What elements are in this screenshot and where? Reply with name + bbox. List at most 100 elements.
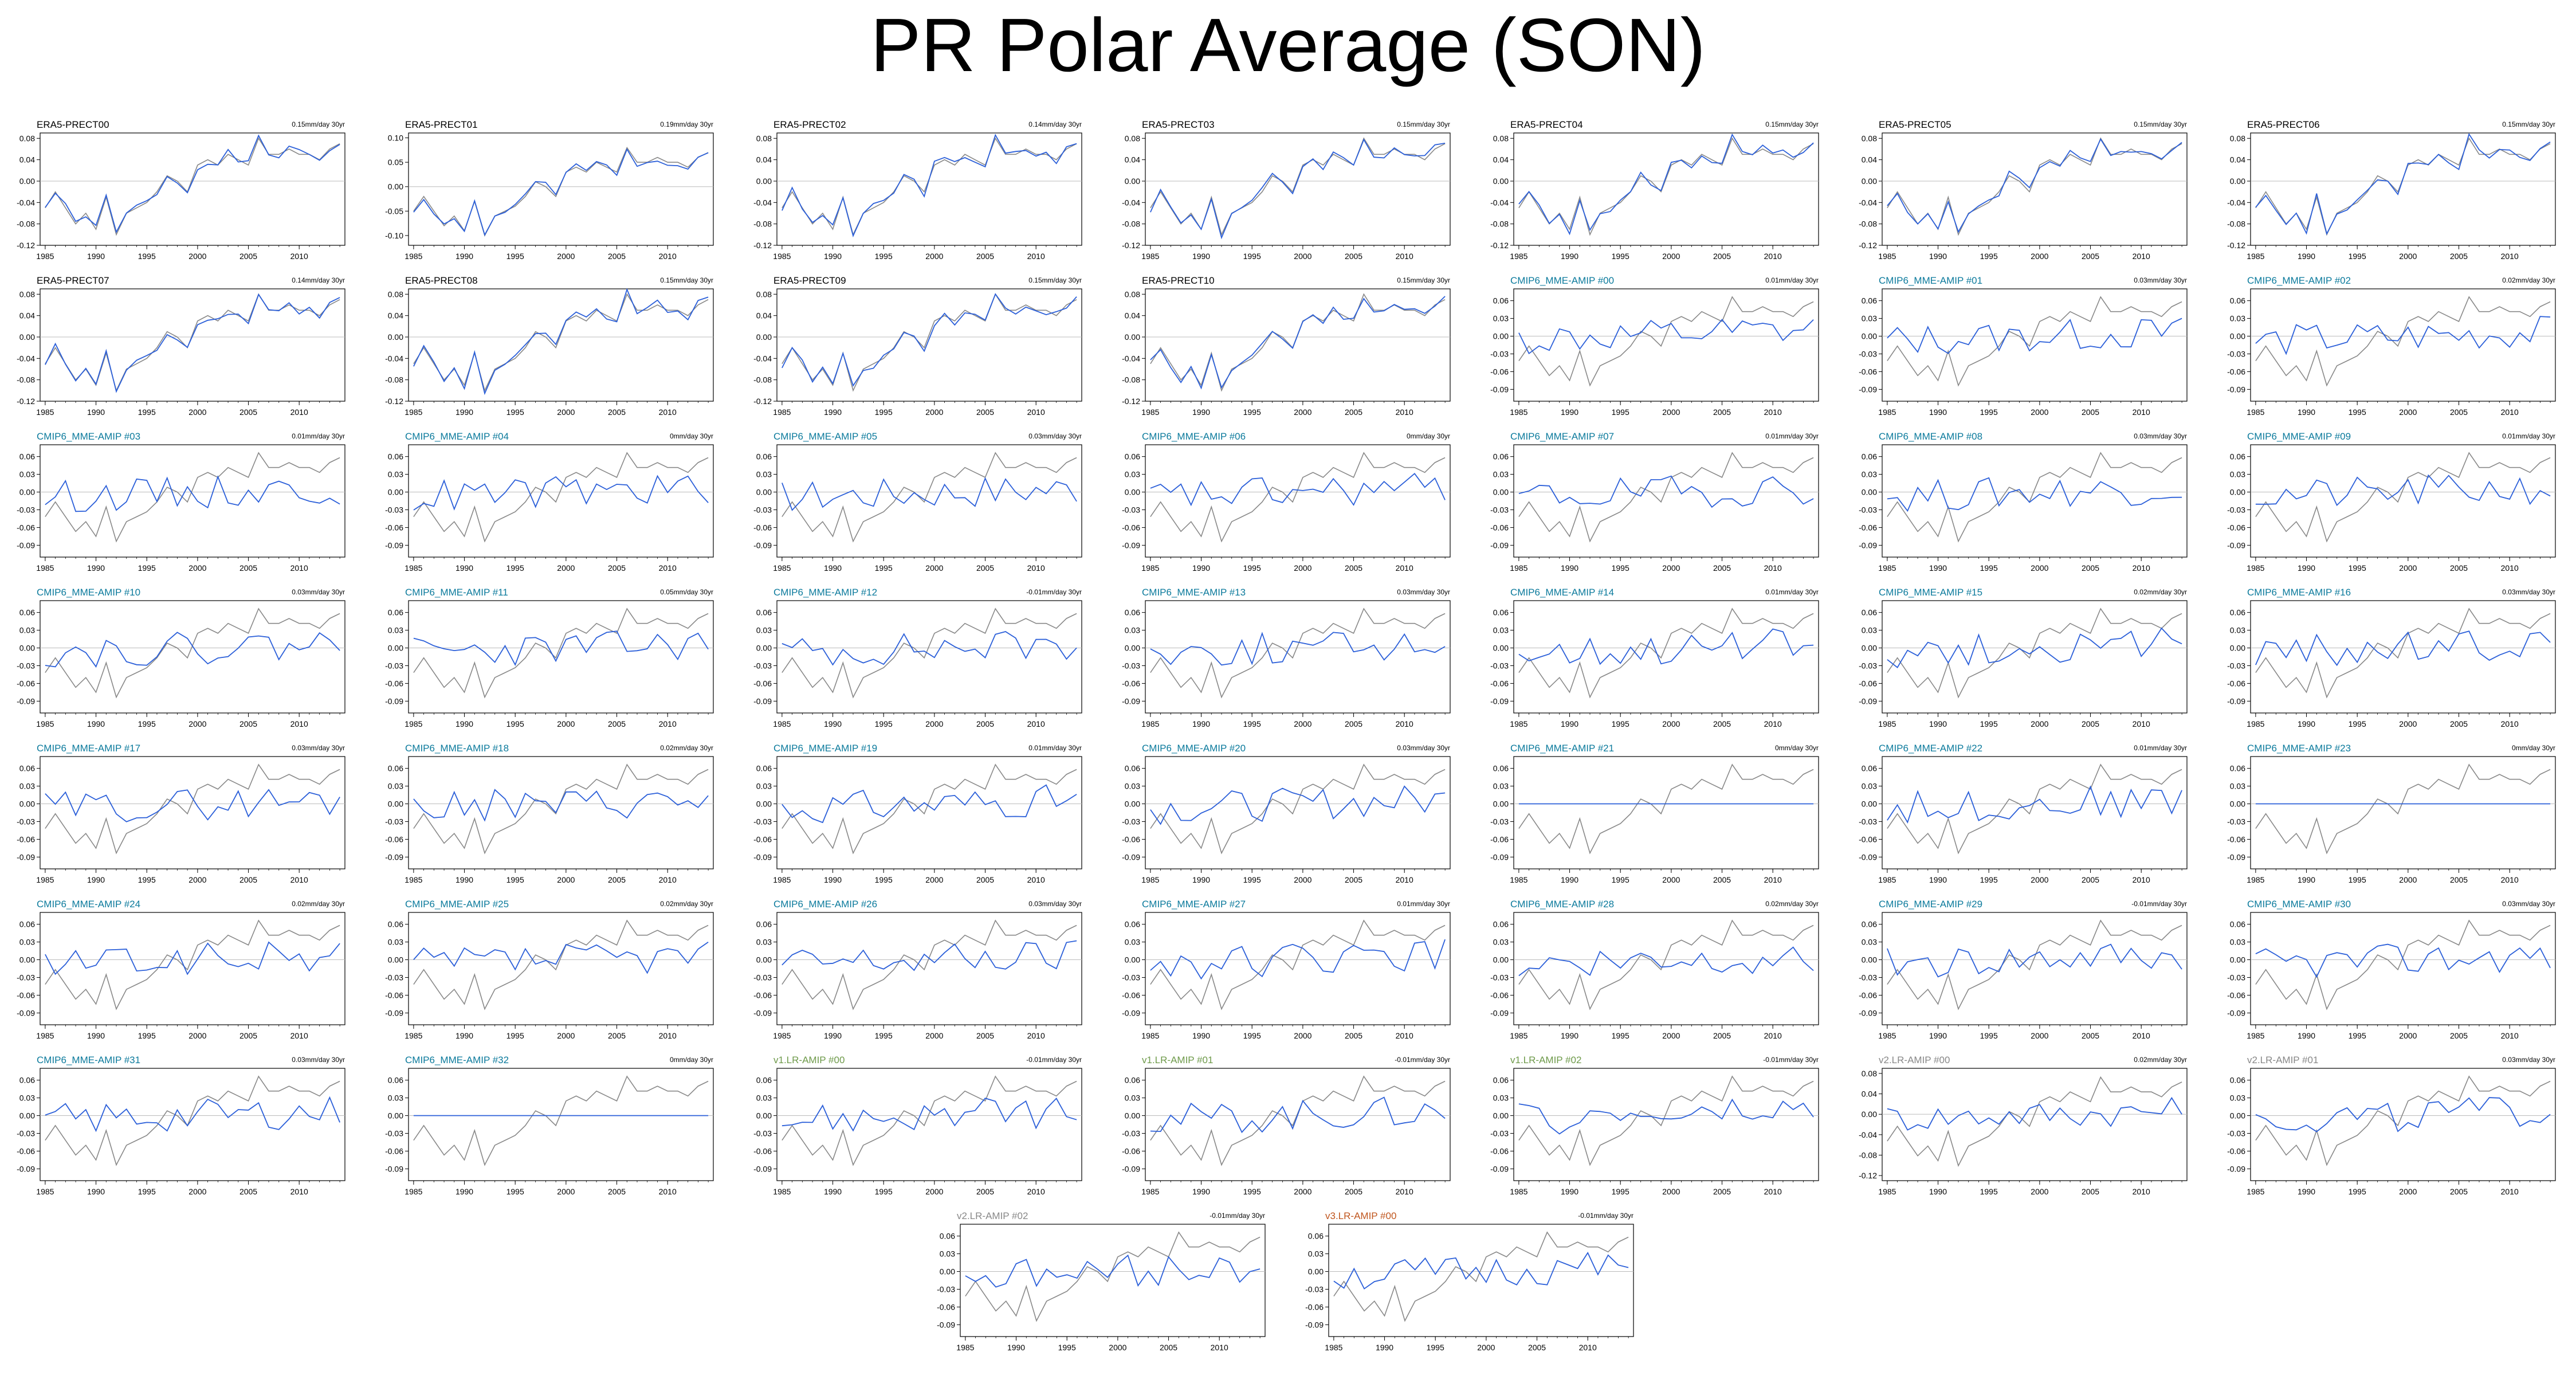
- y-tick-label: -0.06: [1122, 1146, 1140, 1155]
- panel-chart: CMIP6_MME-AMIP #11 0.05mm/day 30yr 0.06 0.0…: [385, 587, 714, 728]
- trend-label: 0mm/day 30yr: [670, 1056, 713, 1064]
- y-tick-label: -0.03: [1490, 973, 1509, 982]
- y-tick-label: 0.00: [19, 177, 35, 186]
- x-tick-label: 1990: [87, 1031, 105, 1040]
- model-series-line: [1150, 785, 1446, 825]
- panel-label: CMIP6_MME-AMIP #05: [773, 431, 877, 442]
- y-tick-label: -0.03: [2227, 817, 2245, 826]
- y-tick-label: -0.06: [1490, 367, 1509, 376]
- reference-series-line: [2255, 1075, 2551, 1166]
- reference-series-line: [1518, 1075, 1814, 1166]
- panel-chart: CMIP6_MME-AMIP #16 0.03mm/day 30yr 0.06 0.0…: [2227, 587, 2556, 728]
- trend-label: 0.03mm/day 30yr: [1028, 900, 1082, 908]
- x-tick-label: 1990: [87, 719, 105, 728]
- y-tick-label: -0.04: [1122, 198, 1140, 207]
- x-tick-label: 1995: [506, 1031, 524, 1040]
- plot-frame: [40, 444, 345, 558]
- x-tick-label: 2005: [1713, 407, 1731, 417]
- model-series-line: [782, 134, 1077, 238]
- model-series-line: [2255, 474, 2551, 507]
- panel-chart: CMIP6_MME-AMIP #10 0.03mm/day 30yr 0.06 0.0…: [17, 587, 345, 728]
- y-tick-label: -0.09: [17, 1008, 35, 1017]
- plot-frame: [1513, 600, 1819, 714]
- plot-frame: [1882, 132, 2188, 246]
- y-tick-label: 0.03: [1493, 1094, 1509, 1103]
- y-tick-label: -0.09: [1490, 696, 1509, 706]
- panel-label: ERA5-PRECT09: [773, 275, 846, 286]
- reference-series-line: [782, 452, 1077, 543]
- panel-chart: CMIP6_MME-AMIP #26 0.03mm/day 30yr 0.06 0.0…: [753, 899, 1082, 1040]
- x-tick-label: 2005: [239, 407, 257, 417]
- y-tick-label: 0.06: [756, 1076, 772, 1085]
- plot-frame: [1328, 1224, 1634, 1337]
- x-tick-label: 1995: [875, 719, 893, 728]
- y-tick-label: 0.00: [1493, 800, 1509, 809]
- x-tick-label: 2010: [1764, 1031, 1782, 1040]
- panel-chart: CMIP6_MME-AMIP #20 0.03mm/day 30yr 0.06 0.0…: [1122, 743, 1451, 884]
- x-tick-label: 2010: [1027, 1031, 1045, 1040]
- y-tick-label: -0.08: [385, 375, 403, 385]
- model-series-line: [45, 293, 340, 393]
- y-tick-label: 0.06: [1493, 296, 1509, 305]
- reference-series-line: [1887, 137, 2182, 236]
- y-tick-label: -0.03: [753, 817, 772, 826]
- y-tick-label: 0.00: [1125, 644, 1140, 653]
- trend-label: 0.03mm/day 30yr: [2502, 1056, 2555, 1064]
- y-tick-label: 0.03: [1125, 938, 1140, 947]
- trend-label: 0mm/day 30yr: [1407, 432, 1450, 440]
- y-tick-label: -0.04: [17, 354, 35, 363]
- x-tick-label: 1985: [773, 252, 791, 261]
- x-tick-label: 1985: [405, 719, 422, 728]
- trend-label: 0.01mm/day 30yr: [292, 432, 345, 440]
- x-tick-label: 1985: [36, 407, 54, 417]
- x-tick-label: 1985: [405, 252, 422, 261]
- x-tick-label: 1990: [87, 407, 105, 417]
- x-tick-label: 2010: [659, 252, 677, 261]
- plot-frame: [40, 756, 345, 869]
- y-tick-label: 0.06: [2230, 1076, 2245, 1085]
- x-tick-label: 2005: [239, 1187, 257, 1196]
- x-tick-label: 2005: [2450, 875, 2468, 884]
- plot-frame: [1882, 288, 2188, 402]
- x-tick-label: 1990: [1561, 252, 1578, 261]
- x-tick-label: 1995: [1243, 252, 1261, 261]
- y-tick-label: -0.09: [753, 1164, 772, 1173]
- panel-chart: v2.LR-AMIP #00 0.02mm/day 30yr 0.08 0.04 0.0…: [1859, 1055, 2188, 1196]
- x-tick-label: 2005: [608, 1187, 626, 1196]
- panel-chart: CMIP6_MME-AMIP #01 0.03mm/day 30yr 0.06 0.0…: [1859, 275, 2188, 417]
- y-tick-label: -0.09: [385, 1164, 403, 1173]
- trend-label: -0.01mm/day 30yr: [1395, 1056, 1450, 1064]
- y-tick-label: -0.06: [1490, 523, 1509, 532]
- x-tick-label: 1995: [1612, 875, 1629, 884]
- x-tick-label: 1995: [1980, 1031, 1998, 1040]
- y-tick-label: 0.00: [1493, 177, 1509, 186]
- panel-label: CMIP6_MME-AMIP #26: [773, 899, 877, 910]
- plot-frame: [1513, 288, 1819, 402]
- x-tick-label: 2005: [976, 1031, 994, 1040]
- x-tick-label: 1990: [2298, 719, 2315, 728]
- plot-frame: [776, 444, 1082, 558]
- panel-chart: v1.LR-AMIP #02 -0.01mm/day 30yr 0.06 0.03 0.…: [1490, 1055, 1819, 1196]
- panel-label: CMIP6_MME-AMIP #03: [37, 431, 140, 442]
- x-tick-label: 1985: [1510, 252, 1527, 261]
- plot-frame: [1882, 1068, 2188, 1181]
- y-tick-label: 0.00: [1125, 955, 1140, 965]
- panel-chart: ERA5-PRECT10 0.15mm/day 30yr 0.08 0.04 0.00 -…: [1122, 275, 1451, 417]
- x-tick-label: 2000: [189, 875, 206, 884]
- panel-chart: v3.LR-AMIP #00 -0.01mm/day 30yr 0.06 0.03 0.…: [1305, 1210, 1634, 1352]
- x-tick-label: 2005: [2082, 1187, 2099, 1196]
- x-tick-label: 1995: [875, 563, 893, 573]
- x-tick-label: 1990: [1929, 563, 1947, 573]
- panel-label: CMIP6_MME-AMIP #17: [37, 743, 140, 754]
- model-series-line: [782, 631, 1077, 666]
- y-tick-label: -0.04: [753, 354, 772, 363]
- plot-frame: [776, 912, 1082, 1025]
- panel-label: CMIP6_MME-AMIP #01: [1879, 275, 1982, 286]
- y-tick-label: 0.06: [756, 608, 772, 617]
- model-series-line: [45, 475, 340, 512]
- trend-label: 0.03mm/day 30yr: [1397, 588, 1450, 596]
- plot-frame: [960, 1224, 1266, 1337]
- x-tick-label: 1995: [506, 252, 524, 261]
- x-tick-label: 2010: [2501, 719, 2519, 728]
